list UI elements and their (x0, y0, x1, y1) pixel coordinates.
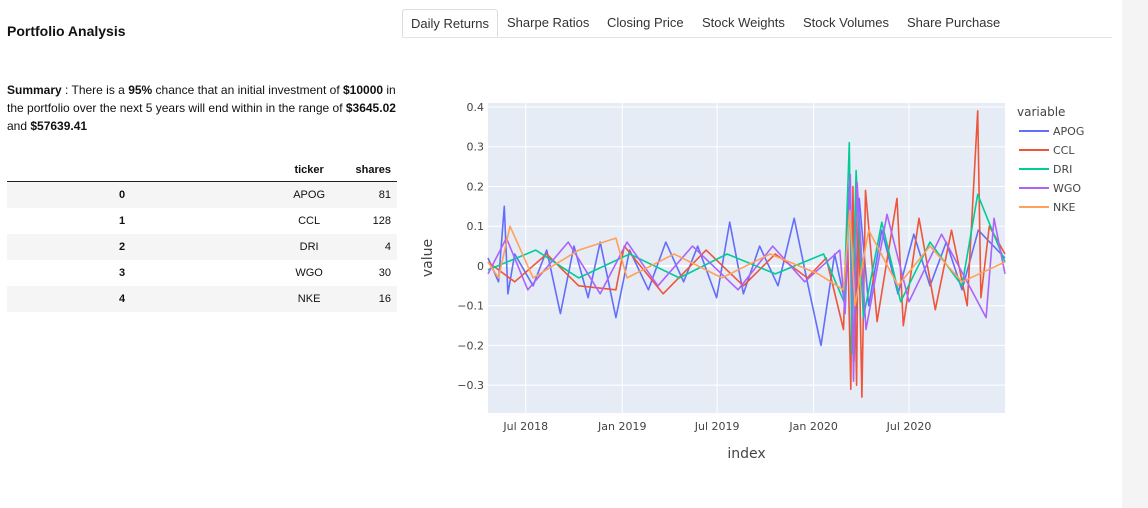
table-row: 2 DRI 4 (7, 234, 397, 260)
summary-high: $57639.41 (30, 119, 88, 133)
summary-initial: $10000 (343, 83, 384, 97)
x-tick-label: Jan 2019 (597, 420, 646, 433)
series-line-apog (487, 177, 1006, 363)
summary-text-2: chance that an initial investment of (152, 83, 343, 97)
daily-returns-chart: 0.4 0.3 0.2 0.1 0 −0.1 −0.2 −0.3 Jul 2018 Jan 20… (420, 101, 1084, 462)
summary-text-4: and (7, 119, 31, 133)
legend-item-dri: DRI (1053, 163, 1072, 176)
y-tick-label: −0.2 (457, 339, 484, 352)
y-axis-label: value (420, 239, 436, 277)
header-shares: shares (346, 159, 397, 182)
summary-low: $3645.02 (345, 101, 396, 115)
y-tick-label: −0.1 (457, 300, 484, 313)
y-tick-label: 0 (477, 260, 484, 273)
row-index: 3 (119, 267, 126, 279)
row-shares: 4 (346, 234, 397, 260)
tab-closing-price[interactable]: Closing Price (607, 15, 684, 30)
row-index: 2 (7, 234, 272, 260)
legend-item-nke: NKE (1053, 201, 1075, 214)
tab-stock-weights[interactable]: Stock Weights (702, 15, 785, 30)
summary-label: Summary (7, 83, 62, 97)
header-ticker: ticker (271, 159, 347, 182)
row-index: 4 (7, 286, 272, 312)
series-line-wgo (487, 173, 1006, 383)
row-shares: 16 (346, 286, 397, 312)
row-shares: 81 (346, 181, 397, 208)
tab-bar: Daily Returns Sharpe Ratios Closing Pric… (402, 9, 1112, 38)
summary-probability: 95% (128, 83, 153, 97)
series-line-nke (487, 209, 1006, 307)
table-row: 1 CCL 128 (7, 208, 397, 234)
page-title: Portfolio Analysis (7, 23, 126, 39)
row-index: 0 (7, 181, 272, 208)
table-row: 4 NKE 16 (7, 286, 397, 312)
table-row: 0 APOG 81 (7, 181, 397, 208)
tab-sharpe-ratios[interactable]: Sharpe Ratios (507, 15, 590, 30)
x-tick-label: Jul 2019 (694, 420, 740, 433)
summary-text-1: : There is a (61, 83, 129, 97)
series-lines (487, 110, 1006, 398)
tab-share-purchase[interactable]: Share Purchase (907, 15, 1001, 30)
x-tick-label: Jul 2020 (886, 420, 932, 433)
row-ticker: NKE (271, 286, 347, 312)
legend-item-ccl: CCL (1053, 144, 1075, 157)
row-ticker: WGO (295, 267, 323, 279)
header-index (7, 159, 272, 182)
y-ticks: 0.4 0.3 0.2 0.1 0 −0.1 −0.2 −0.3 (457, 101, 484, 392)
table-header-row: ticker shares (7, 159, 397, 182)
row-shares: 30 (378, 267, 391, 279)
y-tick-label: 0.2 (467, 180, 485, 193)
y-tick-label: 0.1 (467, 220, 485, 233)
legend-item-apog: APOG (1053, 125, 1084, 138)
x-axis-label: index (727, 446, 765, 462)
row-shares: 128 (372, 215, 391, 227)
row-ticker: DRI (271, 234, 347, 260)
summary-text: Summary : There is a 95% chance that an … (7, 81, 402, 135)
plot-area (488, 103, 1005, 413)
x-tick-label: Jul 2018 (502, 420, 548, 433)
tab-daily-returns[interactable]: Daily Returns (402, 9, 498, 37)
window-edge (1122, 0, 1148, 508)
y-tick-label: 0.4 (467, 101, 485, 114)
x-tick-label: Jan 2020 (788, 420, 837, 433)
summary-text-3: in the portfolio over the next 5 years w… (7, 83, 396, 115)
legend-title: variable (1017, 105, 1065, 119)
legend-item-wgo: WGO (1053, 182, 1081, 195)
table-row: 3 WGO 30 (7, 260, 397, 286)
legend: variable APOG CCL DRI WGO NKE (1017, 105, 1084, 214)
series-line-dri (487, 141, 1006, 355)
x-ticks: Jul 2018 Jan 2019 Jul 2019 Jan 2020 Jul 2020 (502, 420, 931, 433)
y-tick-label: −0.3 (457, 379, 484, 392)
y-tick-label: 0.3 (467, 141, 485, 154)
row-ticker: CCL (298, 215, 321, 227)
shares-table: ticker shares 0 APOG 81 1 CCL 128 2 DRI … (7, 159, 397, 312)
row-ticker: APOG (271, 181, 347, 208)
row-index: 1 (119, 215, 126, 227)
tab-stock-volumes[interactable]: Stock Volumes (803, 15, 889, 30)
